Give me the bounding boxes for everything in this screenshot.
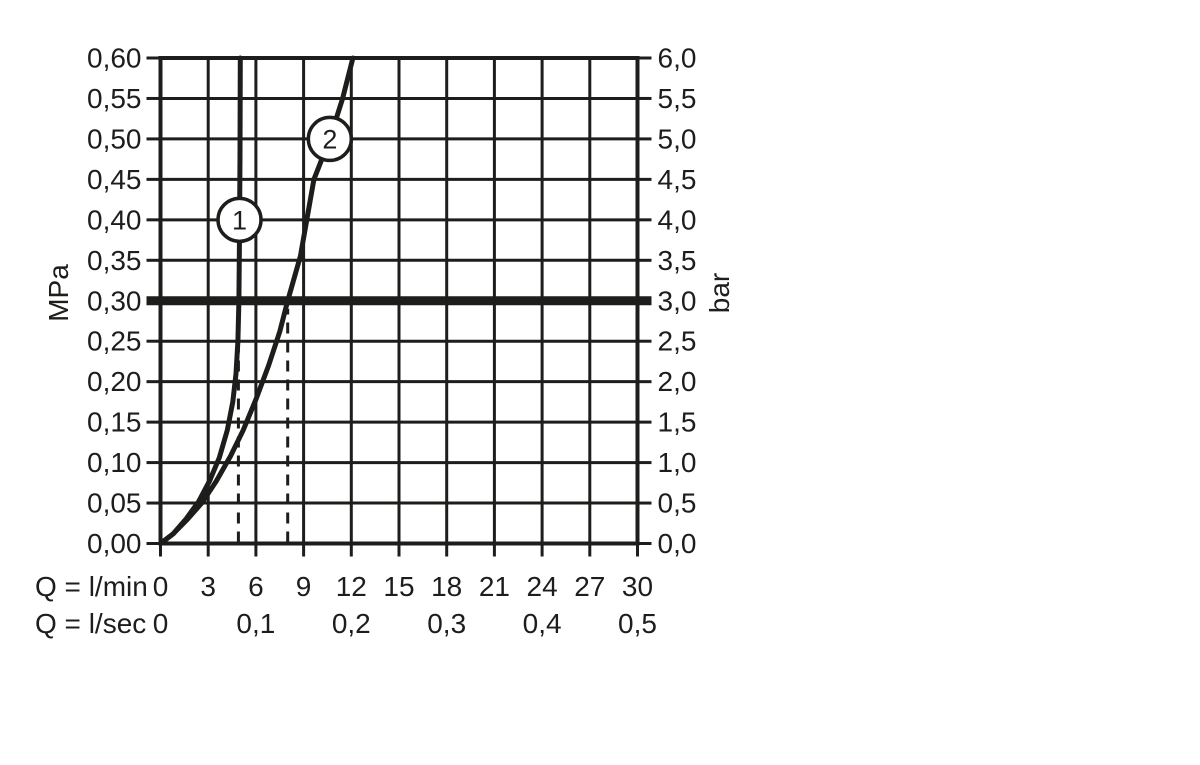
left-axis-tick-label: 0,00 <box>87 528 142 559</box>
right-axis-tick-label: 5,5 <box>658 83 697 114</box>
right-axis-tick-label: 1,0 <box>658 447 697 478</box>
x-axis-lmin-tick-label: 18 <box>431 571 462 602</box>
x-axis-lsec-tick-label: 0,2 <box>332 608 371 639</box>
left-axis-tick-label: 0,15 <box>87 407 142 438</box>
right-axis-tick-label: 3,0 <box>658 285 697 316</box>
right-axis-tick-label: 2,0 <box>658 366 697 397</box>
x-axis-lmin-tick-label: 30 <box>622 571 653 602</box>
x-axis-lsec-tick-label: 0,1 <box>236 608 275 639</box>
right-axis-tick-label: 5,0 <box>658 123 697 154</box>
left-axis-tick-label: 0,20 <box>87 366 142 397</box>
tick-labels: 0,600,550,500,450,400,350,300,250,200,15… <box>87 43 696 640</box>
left-axis-tick-label: 0,50 <box>87 123 142 154</box>
left-axis-unit-label: MPa <box>43 264 74 322</box>
x-axis-lmin-unit-label: Q = l/min <box>35 571 148 602</box>
x-axis-lmin-tick-label: 21 <box>479 571 510 602</box>
x-axis-lsec-tick-label: 0,5 <box>618 608 657 639</box>
x-axis-lmin-tick-label: 15 <box>383 571 414 602</box>
x-axis-lmin-tick-label: 0 <box>153 571 169 602</box>
curve-badge-number-2: 2 <box>322 124 337 154</box>
right-axis-tick-label: 0,5 <box>658 488 697 519</box>
x-axis-lmin-tick-label: 3 <box>200 571 216 602</box>
x-axis-lsec-unit-label: Q = l/sec <box>35 608 146 639</box>
curve-badge-circle-1 <box>216 196 263 244</box>
x-axis-lmin-tick-label: 27 <box>574 571 605 602</box>
right-axis-tick-label: 2,5 <box>658 326 697 357</box>
x-axis-lmin-tick-label: 9 <box>296 571 312 602</box>
x-axis-lsec-tick-label: 0 <box>153 608 169 639</box>
right-axis-tick-label: 4,5 <box>658 164 697 195</box>
left-axis-tick-label: 0,60 <box>87 43 142 74</box>
x-axis-lmin-tick-label: 24 <box>527 571 558 602</box>
right-axis-tick-label: 1,5 <box>658 407 697 438</box>
right-axis-tick-label: 0,0 <box>658 528 697 559</box>
right-axis-tick-label: 4,0 <box>658 204 697 235</box>
left-axis-tick-label: 0,45 <box>87 164 142 195</box>
x-axis-lsec-tick-label: 0,4 <box>523 608 562 639</box>
left-axis-tick-label: 0,05 <box>87 488 142 519</box>
curve-badges: 12 <box>216 115 354 244</box>
left-axis-tick-label: 0,30 <box>87 285 142 316</box>
right-axis-tick-label: 6,0 <box>658 43 697 74</box>
grid <box>146 56 652 557</box>
x-axis-lmin-tick-label: 6 <box>248 571 264 602</box>
left-axis-tick-label: 0,55 <box>87 83 142 114</box>
left-axis-tick-label: 0,40 <box>87 204 142 235</box>
left-axis-tick-label: 0,25 <box>87 326 142 357</box>
left-axis-tick-label: 0,35 <box>87 245 142 276</box>
curve-badge-circle-2 <box>306 115 354 163</box>
right-axis-unit-label: bar <box>704 273 735 313</box>
x-axis-lsec-tick-label: 0,3 <box>427 608 466 639</box>
left-axis-tick-label: 0,10 <box>87 447 142 478</box>
x-axis-lmin-tick-label: 12 <box>336 571 367 602</box>
right-axis-tick-label: 3,5 <box>658 245 697 276</box>
curve-badge-number-1: 1 <box>232 205 247 235</box>
